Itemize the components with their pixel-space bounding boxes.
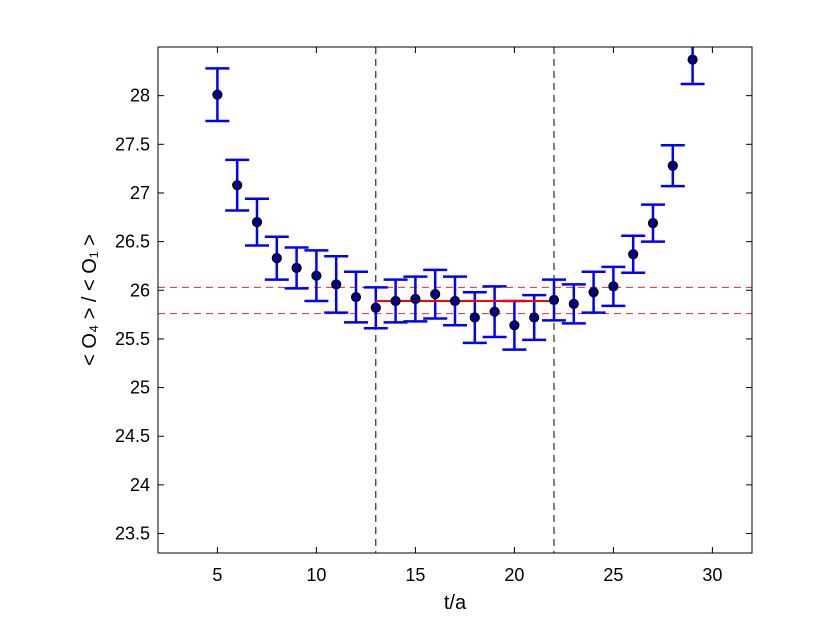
y-axis-label: < O₄ > / < O₁ > — [79, 234, 101, 366]
y-tick-label: 28 — [130, 86, 150, 106]
data-point — [311, 270, 322, 281]
data-point — [469, 312, 480, 323]
y-tick-label: 26.5 — [115, 232, 150, 252]
data-point — [251, 217, 263, 228]
data-point — [608, 281, 619, 292]
data-point — [390, 295, 401, 307]
data-point — [568, 298, 579, 309]
data-point — [212, 89, 223, 100]
x-tick-labels: 5 10 15 20 25 30 — [212, 565, 722, 585]
plot-frame — [157, 46, 753, 554]
y-tick-label: 25.5 — [115, 329, 150, 349]
data-point — [588, 287, 599, 298]
data-point — [449, 295, 461, 307]
x-tick-label: 25 — [603, 565, 623, 585]
data-point — [370, 302, 381, 313]
y-tick-label: 27 — [130, 183, 150, 203]
error-bar — [680, 47, 705, 86]
data-point — [647, 218, 659, 229]
data-point — [410, 293, 421, 305]
data-point — [687, 54, 698, 65]
axis-ticks — [158, 47, 752, 553]
x-tick-label: 10 — [306, 565, 326, 585]
data-point — [509, 320, 520, 331]
y-tick-labels: 23.5 24 24.5 25 25.5 26 26.5 27 27.5 28 — [115, 86, 150, 544]
data-point — [529, 312, 540, 323]
y-tick-label: 23.5 — [115, 524, 150, 544]
x-tick-label: 30 — [702, 565, 722, 585]
data-point — [271, 253, 282, 264]
y-tick-label: 24 — [130, 475, 150, 495]
data-point — [350, 291, 362, 303]
data-point — [291, 262, 302, 273]
y-tick-label: 25 — [130, 378, 150, 398]
data-point — [667, 160, 678, 171]
data-point — [489, 306, 500, 317]
data-point — [628, 249, 639, 260]
x-tick-label: 20 — [504, 565, 524, 585]
data-point — [548, 294, 560, 306]
x-tick-label: 5 — [212, 565, 222, 585]
y-tick-label: 24.5 — [115, 426, 150, 446]
y-tick-label: 26 — [130, 280, 150, 300]
data-point — [331, 279, 342, 290]
data-points — [212, 54, 698, 331]
x-tick-label: 15 — [405, 565, 425, 585]
data-point — [430, 289, 441, 300]
error-bars — [205, 47, 705, 351]
y-tick-label: 27.5 — [115, 134, 150, 154]
x-axis-label: t/a — [444, 592, 467, 614]
data-point — [232, 180, 243, 191]
